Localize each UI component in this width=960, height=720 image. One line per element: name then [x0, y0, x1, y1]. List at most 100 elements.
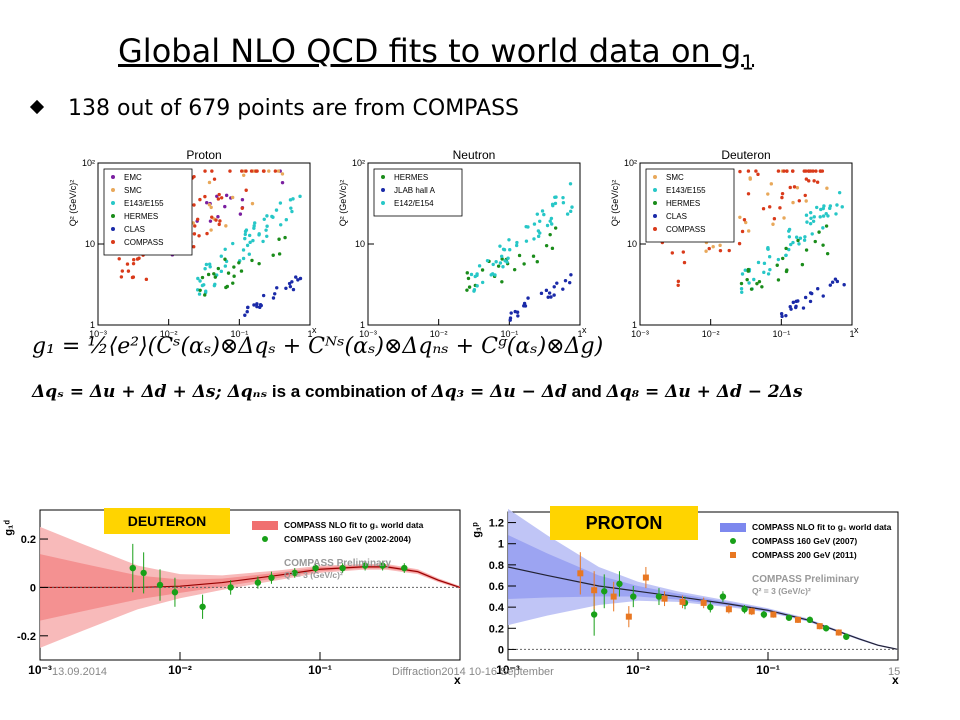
scatter-point — [198, 197, 202, 202]
scatter-point — [226, 271, 231, 275]
scatter-point — [523, 304, 528, 308]
scatter-point — [288, 198, 293, 202]
x-tick-label: 10⁻² — [160, 329, 178, 339]
scatter-point — [498, 261, 503, 265]
scatter-point — [549, 295, 553, 299]
scatter-point — [787, 227, 792, 232]
scatter-point — [207, 262, 212, 266]
scatter-point — [738, 215, 742, 220]
scatter-point — [245, 309, 249, 314]
scatter-point — [561, 201, 566, 205]
legend-label: E142/E154 — [394, 199, 434, 208]
formula-part-b: is a combination of — [267, 382, 432, 401]
data-point — [835, 629, 842, 636]
scatter-point — [296, 278, 300, 282]
scatter-point — [216, 215, 220, 219]
scatter-point — [797, 199, 802, 203]
formula-g1: g₁ = ½⟨e²⟩(Cˢ(αₛ)⊗Δqₛ + Cᴺˢ(αₛ)⊗Δqₙₛ + C… — [32, 334, 604, 359]
scatter-point — [813, 239, 817, 244]
scatter-point — [762, 270, 766, 275]
scatter-point — [727, 248, 731, 253]
data-point — [254, 579, 262, 586]
scatter-point — [544, 288, 549, 293]
scatter-point — [212, 272, 216, 276]
scatter-point — [739, 281, 744, 286]
scatter-point — [752, 277, 756, 282]
scatter-point — [776, 278, 781, 282]
legend-marker — [111, 188, 115, 192]
y-tick-label: 0 — [498, 644, 504, 656]
data-point — [601, 588, 608, 595]
scatter-point — [277, 252, 282, 256]
scatter-point — [509, 311, 513, 315]
scatter-point — [210, 215, 214, 219]
scatter-point — [552, 285, 556, 289]
scatter-point — [526, 296, 530, 300]
scatter-point — [212, 283, 217, 288]
scatter-point — [780, 191, 785, 196]
scatter-point — [681, 250, 686, 254]
scatter-point — [676, 279, 681, 284]
scatter-point — [192, 232, 197, 236]
scatter-point — [776, 257, 781, 262]
scatter-point — [241, 248, 246, 252]
scatter-point — [807, 169, 811, 173]
scatter-point — [496, 264, 501, 268]
x-tick-label: 10⁻¹ — [756, 663, 780, 677]
scatter-point — [568, 280, 572, 285]
y-axis-label: Q² (GeV/c)² — [338, 180, 348, 227]
scatter-point — [240, 169, 244, 173]
scatter-point — [216, 197, 221, 201]
scatter-point — [198, 279, 202, 283]
scatter-point — [768, 267, 772, 272]
scatter-point — [818, 169, 823, 173]
scatter-point — [776, 169, 781, 173]
scatter-point — [238, 212, 243, 216]
scatter-point — [245, 243, 250, 248]
scatter-point — [547, 291, 552, 295]
scatter-point — [498, 244, 502, 248]
scatter-point — [828, 206, 832, 211]
data-point — [748, 608, 755, 615]
scatter-point — [280, 180, 285, 185]
scatter-point — [271, 215, 275, 219]
scatter-point — [808, 210, 813, 215]
scatter-point — [502, 248, 507, 252]
scatter-point — [501, 265, 505, 269]
scatter-point — [737, 241, 742, 246]
scatter-point — [298, 194, 302, 199]
x-tick-label: 1 — [577, 329, 582, 339]
data-point — [199, 603, 206, 610]
y-tick-label: 10² — [624, 158, 637, 168]
x-tick-label: 10⁻³ — [359, 329, 377, 339]
scatter-point — [807, 179, 811, 183]
scatter-point — [294, 275, 298, 279]
scatter-point — [718, 243, 722, 248]
formula-part-e: Δq₈ = Δu + Δd − 2Δs — [606, 382, 803, 402]
scatter-point — [707, 246, 711, 251]
scatter-point — [756, 260, 761, 265]
scatter-point — [252, 224, 256, 228]
scatter-point — [131, 261, 136, 266]
scatter-point — [207, 180, 212, 185]
scatter-point — [835, 203, 839, 207]
legend-box — [103, 168, 193, 256]
legend-marker — [730, 538, 736, 544]
scatter-point — [747, 281, 751, 285]
legend-label: COMPASS NLO fit to g₁ world data — [284, 520, 424, 530]
scatter-point — [267, 169, 271, 173]
legend-marker — [381, 175, 385, 179]
scatter-point — [485, 258, 490, 263]
scatter-point — [291, 287, 296, 292]
data-point — [171, 589, 179, 596]
x-tick-label: 10⁻² — [168, 663, 192, 677]
scatter-point — [526, 225, 530, 229]
scatter-point — [239, 269, 244, 273]
scatter-point — [782, 216, 786, 220]
scatter-point — [130, 275, 135, 280]
scatter-point — [223, 204, 227, 209]
legend-marker — [111, 240, 115, 244]
data-point — [227, 584, 234, 591]
data-point — [719, 593, 727, 600]
scatter-point — [230, 195, 235, 200]
